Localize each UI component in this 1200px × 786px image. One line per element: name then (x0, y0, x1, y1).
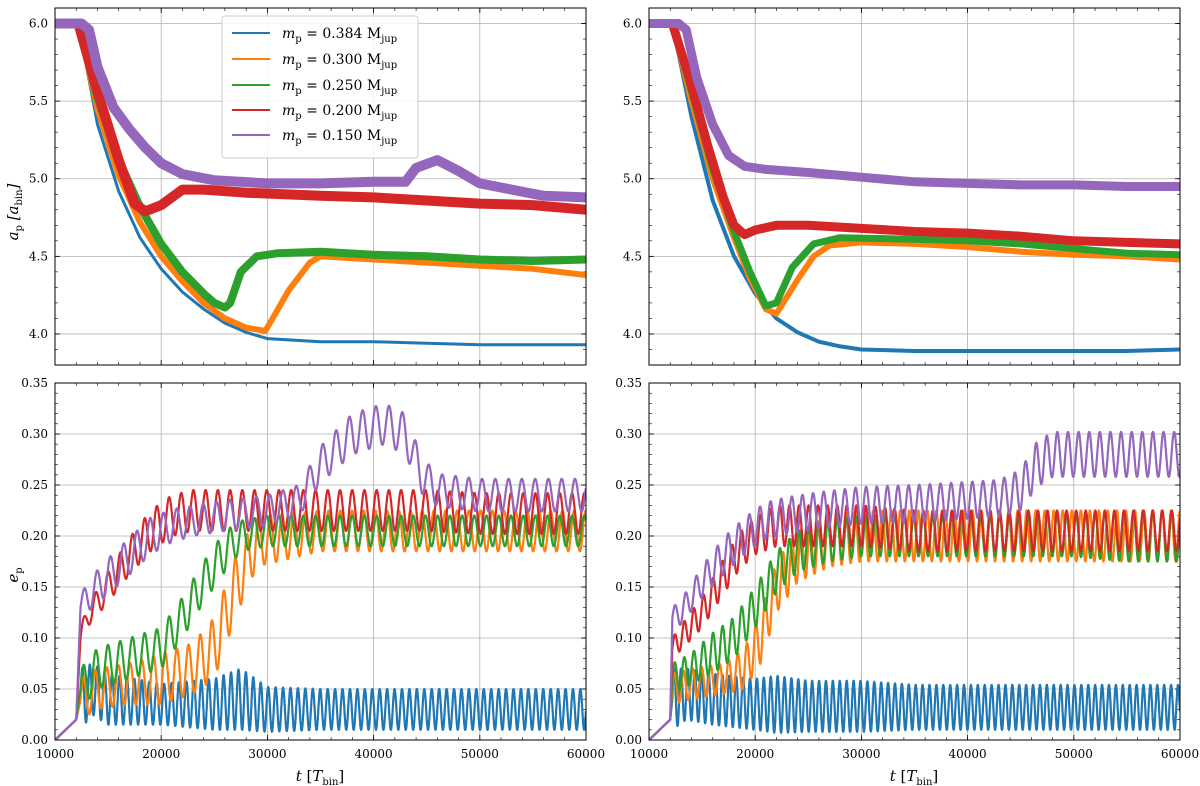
legend-label: mp = 0.384 Mjup (282, 26, 397, 45)
series-line (649, 19, 1180, 249)
x-tick-label: 10000 (630, 747, 668, 761)
y-tick-label: 0.25 (615, 478, 642, 492)
y-tick-label: 0.05 (21, 682, 48, 696)
x-tick-label: 50000 (461, 747, 499, 761)
x-tick-label: 20000 (142, 747, 180, 761)
y-tick-label: 4.0 (623, 327, 642, 341)
panels: 4.0 4.5 5.0 5.5 6.0 4.0 4.5 5.0 5.5 6.0 10000 20000… (21, 7, 1199, 761)
series-line (55, 18, 586, 203)
panel-top-left: 4.0 4.5 5.0 5.5 6.0 (29, 7, 587, 366)
x-tick-label: 40000 (949, 747, 987, 761)
y-tick-label: 0.10 (21, 631, 48, 645)
legend-label: mp = 0.150 Mjup (282, 128, 397, 147)
series-line (649, 21, 1180, 353)
y-tick-label: 0.00 (615, 733, 642, 747)
panel-bottom-left: 10000 20000 30000 40000 50000 60000 0.00 0.05 0.… (21, 376, 605, 761)
series-line (55, 514, 586, 740)
series-line (55, 509, 586, 740)
legend-entry: mp = 0.384 Mjup (232, 26, 397, 45)
axes-frame (648, 382, 1181, 741)
legend-label: mp = 0.250 Mjup (282, 78, 397, 97)
y-tick-label: 4.0 (29, 327, 48, 341)
y-tick-label: 0.10 (615, 631, 642, 645)
legend: mp = 0.384 Mjup mp = 0.300 Mjup mp = 0.2… (221, 15, 419, 159)
y-tick-label: 4.5 (623, 249, 642, 263)
axes-frame (648, 7, 1181, 366)
y-tick-label: 0.15 (21, 580, 48, 594)
bottom-y-axis-label: ep (4, 567, 25, 582)
x-tick-label: 50000 (1055, 747, 1093, 761)
y-tick-label: 0.35 (615, 376, 642, 390)
y-tick-label: 6.0 (623, 17, 642, 31)
x-tick-label: 40000 (355, 747, 393, 761)
y-tick-label: 0.00 (21, 733, 48, 747)
series-line (55, 404, 586, 740)
series-line (55, 22, 586, 347)
series-line (649, 20, 1180, 310)
y-tick-label: 5.5 (623, 94, 642, 108)
y-tick-label: 0.15 (615, 580, 642, 594)
legend-box (221, 15, 419, 159)
plot-area (649, 19, 1180, 353)
series-line (649, 19, 1180, 191)
plot-area (55, 18, 586, 347)
x-tick-label: 10000 (36, 747, 74, 761)
x-tick-label: 30000 (842, 747, 880, 761)
y-tick-label: 5.5 (29, 94, 48, 108)
y-tick-label: 6.0 (29, 17, 48, 31)
series-line (55, 663, 586, 740)
series-line (649, 667, 1180, 740)
panel-bottom-right: 10000 20000 30000 40000 50000 60000 0.00 0.05 0.… (615, 376, 1199, 761)
x-tick-label: 20000 (736, 747, 774, 761)
x-tick-label: 60000 (1161, 747, 1199, 761)
y-tick-label: 0.20 (615, 529, 642, 543)
y-tick-label: 0.30 (615, 427, 642, 441)
y-tick-label: 0.35 (21, 376, 48, 390)
x-axis-label-left: t [Tbin] (296, 767, 345, 786)
legend-label: mp = 0.200 Mjup (282, 103, 397, 122)
y-tick-label: 5.0 (29, 172, 48, 186)
series-line (649, 20, 1180, 317)
y-tick-label: 0.25 (21, 478, 48, 492)
series-line (649, 430, 1180, 740)
plot-area (55, 404, 586, 740)
y-tick-label: 0.20 (21, 529, 48, 543)
legend-entry: mp = 0.150 Mjup (232, 128, 397, 147)
top-y-axis-label: ap [abin] (4, 183, 25, 240)
legend-label: mp = 0.300 Mjup (282, 52, 397, 71)
plot-area (649, 430, 1180, 740)
axes-frame (54, 382, 587, 741)
series-line (55, 489, 586, 740)
legend-entry: mp = 0.250 Mjup (232, 78, 397, 97)
legend-entry: mp = 0.200 Mjup (232, 103, 397, 122)
x-axis-label-right: t [Tbin] (890, 767, 939, 786)
x-tick-label: 30000 (248, 747, 286, 761)
y-tick-label: 0.05 (615, 682, 642, 696)
series-line (649, 504, 1180, 740)
x-tick-label: 60000 (567, 747, 605, 761)
y-tick-label: 0.30 (21, 427, 48, 441)
series-line (55, 18, 586, 217)
y-tick-label: 5.0 (623, 172, 642, 186)
y-tick-label: 4.5 (29, 249, 48, 263)
legend-entry: mp = 0.300 Mjup (232, 52, 397, 71)
panel-top-right: 4.0 4.5 5.0 5.5 6.0 (623, 7, 1181, 366)
axes-frame (54, 7, 587, 366)
